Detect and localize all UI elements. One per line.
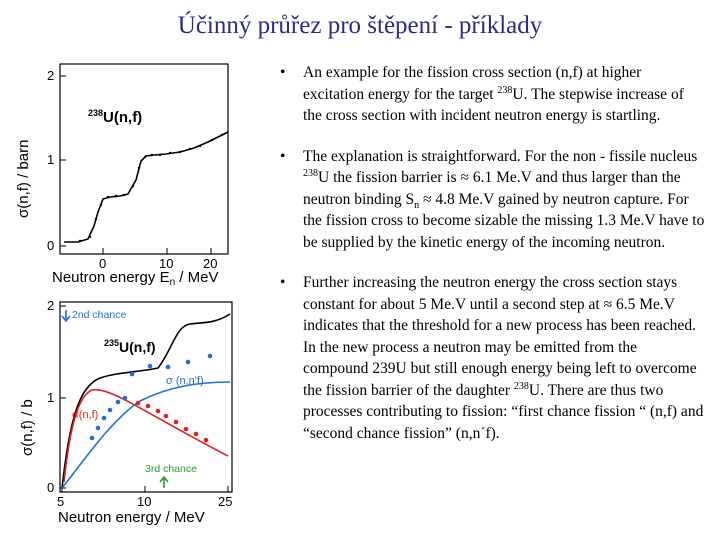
plot1-ytick-2: 2 [47, 68, 54, 83]
plot2-reaction-sup: 235 [104, 338, 119, 348]
plot1-x-label-sub: n [170, 277, 176, 288]
bullet-3-part-b: U. There are thus two processes contribu… [303, 381, 704, 442]
plot-238u: 2 1 0 0 10 20 σ(n,f) / barn Neutron ener… [15, 63, 229, 288]
plot1-curve [64, 131, 229, 243]
plot2-blue-points [89, 353, 213, 441]
bullet-dot: • [280, 147, 286, 165]
plot2-xtick-10: 10 [137, 494, 151, 509]
bullet-2-text: The explanation is straightforward. For … [303, 148, 704, 251]
bullet-item-1: • An example for the fission cross secti… [276, 62, 706, 127]
bullet-1-sup: 238 [497, 84, 513, 96]
plot1-xtick-0: 0 [99, 256, 106, 271]
bullet-list: • An example for the fission cross secti… [276, 62, 706, 463]
bullet-1-part-a: An example for the fission cross section… [303, 64, 642, 103]
plot1-ytick-1: 1 [47, 152, 54, 167]
plot1-reaction-text: U(n,f) [103, 109, 142, 126]
bullet-2-sup: 238 [303, 167, 318, 179]
plot2-xtick-25: 25 [218, 494, 232, 509]
plot2-nnf-curve [61, 381, 231, 489]
bullet-2-part-a: The explanation is straightforward. For … [303, 147, 698, 165]
bullet-1-text: An example for the fission cross section… [303, 64, 684, 124]
plot2-nf-curve [63, 388, 229, 483]
plot2-frame [59, 301, 233, 493]
plot2-xtick-5: 5 [57, 494, 64, 509]
plot2-ytick-0: 0 [47, 480, 54, 495]
plot-235u: 2 1 0 5 10 25 σ(n,f) / b Neutron energy … [19, 298, 233, 526]
plot1-x-label-unit: / MeV [175, 269, 218, 286]
bullet-item-2: • The explanation is straightforward. Fo… [276, 146, 706, 254]
bullet-2-sub: n [414, 199, 420, 211]
bullet-3-part-a: Further increasing the neutron energy th… [303, 274, 697, 399]
bullet-3-text: Further increasing the neutron energy th… [303, 274, 703, 442]
plot1-x-label-main: Neutron energy E [52, 269, 170, 286]
plot2-reaction-text: U(n,f) [119, 339, 156, 355]
bullet-2-part-c: ≈ 4.8 Me.V gained by neutron capture. Fo… [303, 190, 705, 251]
plot1-tick-marks [60, 75, 212, 254]
plot2-reaction-label: 235U(n,f) [104, 338, 156, 355]
bullet-dot: • [280, 274, 286, 291]
plot1-y-label: σ(n,f) / barn [15, 140, 32, 218]
plot2-ytick-2: 2 [47, 298, 54, 313]
cross-section-plots: 2 1 0 0 10 20 σ(n,f) / barn Neutron ener… [15, 63, 233, 526]
bullet-dot: • [280, 64, 286, 81]
plot1-points [78, 133, 224, 243]
bullet-1-part-b: U. The stepwise increase of the cross se… [303, 85, 684, 125]
plot1-x-label: Neutron energy En / MeV [52, 269, 219, 288]
bullet-item-3: • Further increasing the neutron energy … [276, 272, 706, 444]
plot1-reaction-sup: 238 [88, 108, 103, 118]
plot2-total-curve [61, 313, 231, 489]
third-chance-arrow-icon [159, 475, 169, 488]
plot2-y-label: σ(n,f) / b [19, 399, 36, 456]
plot1-ytick-0: 0 [47, 238, 54, 253]
plot1-xtick-20: 20 [203, 256, 217, 271]
sigma-nf-label: σ(n,f) [72, 409, 98, 421]
third-chance-label: 3rd chance [145, 463, 197, 475]
plot1-reaction-label: 238U(n,f) [88, 108, 142, 126]
plot2-red-points [135, 400, 209, 443]
slide-title: Účinný průřez pro štěpení - příklady [177, 12, 543, 39]
second-chance-arrow-icon [61, 310, 71, 323]
plot2-x-label: Neutron energy / MeV [58, 509, 205, 526]
plot2-ytick-1: 1 [47, 390, 54, 405]
second-chance-label: 2nd chance [72, 309, 126, 321]
sigma-nnf-label: σ (n,n'f) [166, 375, 204, 387]
bullet-2-part-b: U the fission barrier is ≈ 6.1 Me.V and … [303, 169, 681, 208]
plot1-xtick-10: 10 [159, 256, 173, 271]
bullet-3-sup: 238 [513, 380, 529, 392]
